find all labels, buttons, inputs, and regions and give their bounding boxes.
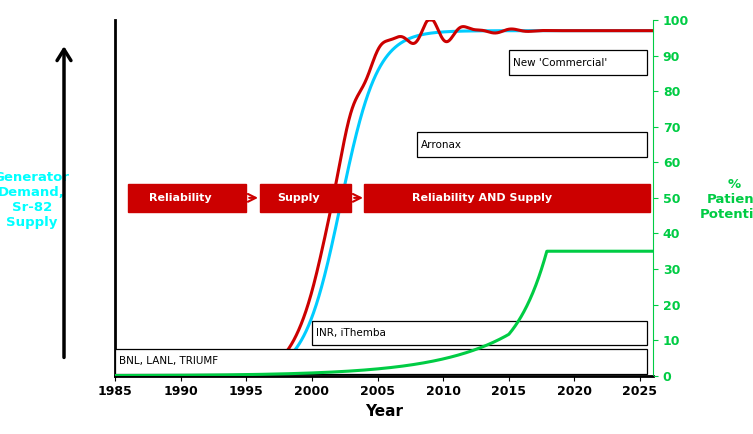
- Text: INR, iThemba: INR, iThemba: [316, 328, 386, 338]
- X-axis label: Year: Year: [365, 404, 403, 419]
- Text: BNL, LANL, TRIUMF: BNL, LANL, TRIUMF: [119, 356, 218, 366]
- FancyBboxPatch shape: [417, 132, 647, 157]
- Text: New 'Commercial': New 'Commercial': [513, 58, 607, 68]
- Bar: [364, 184, 651, 212]
- Text: Generator
Demand,
Sr-82
Supply: Generator Demand, Sr-82 Supply: [0, 171, 69, 229]
- Bar: [128, 184, 246, 212]
- FancyBboxPatch shape: [312, 321, 647, 345]
- Text: Reliability AND Supply: Reliability AND Supply: [413, 193, 553, 203]
- Text: Supply: Supply: [278, 193, 320, 203]
- Bar: [260, 184, 352, 212]
- Text: Reliability: Reliability: [150, 193, 212, 203]
- Text: %
Patient
Potential: % Patient Potential: [700, 178, 753, 221]
- Text: Arronax: Arronax: [421, 139, 462, 149]
- FancyBboxPatch shape: [509, 50, 647, 75]
- FancyBboxPatch shape: [115, 349, 647, 374]
